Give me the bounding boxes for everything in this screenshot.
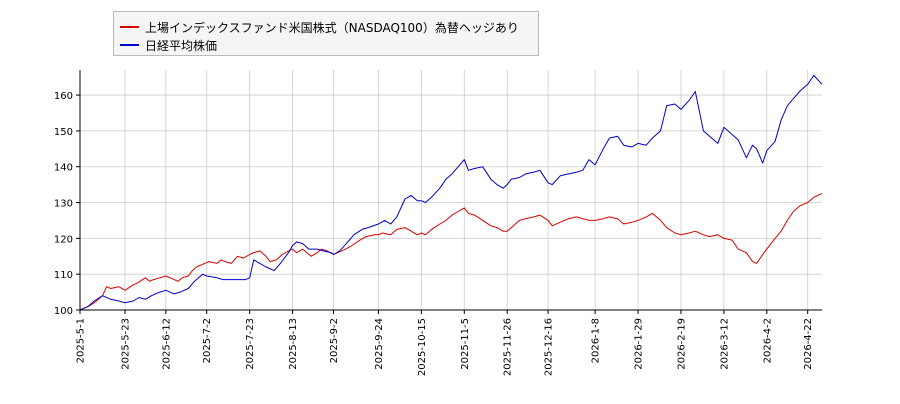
x-tick-label: 2025-11-5: [460, 318, 471, 370]
x-tick-label: 2025-10-15: [417, 318, 428, 376]
y-tick-label: 120: [54, 234, 73, 245]
series-layer: [79, 74, 823, 311]
legend-swatch-series-2: [120, 44, 139, 46]
y-tick-label: 160: [54, 91, 73, 102]
x-tick-label: 2025-8-13: [288, 318, 299, 370]
x-tick-label: 2025-6-12: [161, 318, 172, 370]
x-tick-label: 2025-7-2: [202, 318, 213, 363]
x-tick-label: 2025-7-23: [245, 318, 256, 370]
x-tick-label: 2025-11-26: [503, 318, 514, 376]
x-tick-label: 2025-12-16: [544, 318, 555, 376]
y-tick-label: 150: [54, 127, 73, 138]
x-tick-label: 2026-1-29: [634, 318, 645, 370]
y-tick-label: 140: [54, 163, 73, 174]
x-tick-label: 2026-2-19: [676, 318, 687, 370]
y-tick-label: 100: [54, 306, 73, 317]
legend-label-series-1: 上場インデックスファンド米国株式（NASDAQ100）為替ヘッジあり: [145, 20, 519, 35]
y-tick-label: 130: [54, 199, 73, 210]
x-tick-label: 2025-5-23: [120, 318, 131, 370]
series-line-1: [79, 193, 823, 311]
y-tick-label: 110: [54, 270, 73, 281]
x-tick-label: 2026-4-22: [803, 318, 814, 370]
axis-layer: 100 110 120 130 140 150 160 2025-5-1 2025-5-23 20…: [54, 70, 822, 376]
series-line-2: [79, 74, 823, 311]
x-tick-label: 2025-9-24: [374, 318, 385, 370]
legend: 上場インデックスファンド米国株式（NASDAQ100）為替ヘッジあり 日経平均株…: [113, 11, 539, 56]
legend-entry-series-1: 上場インデックスファンド米国株式（NASDAQ100）為替ヘッジあり: [120, 18, 519, 36]
x-tick-label: 2026-3-12: [719, 318, 730, 370]
legend-entry-series-2: 日経平均株価: [120, 36, 217, 54]
grid-layer: [79, 70, 822, 311]
legend-label-series-2: 日経平均株価: [145, 38, 218, 53]
x-tick-label: 2025-5-1: [76, 318, 87, 363]
x-tick-label: 2026-1-8: [591, 318, 602, 363]
x-tick-label: 2026-4-2: [762, 318, 773, 363]
legend-swatch-series-1: [120, 26, 139, 28]
x-tick-label: 2025-9-2: [329, 318, 340, 363]
